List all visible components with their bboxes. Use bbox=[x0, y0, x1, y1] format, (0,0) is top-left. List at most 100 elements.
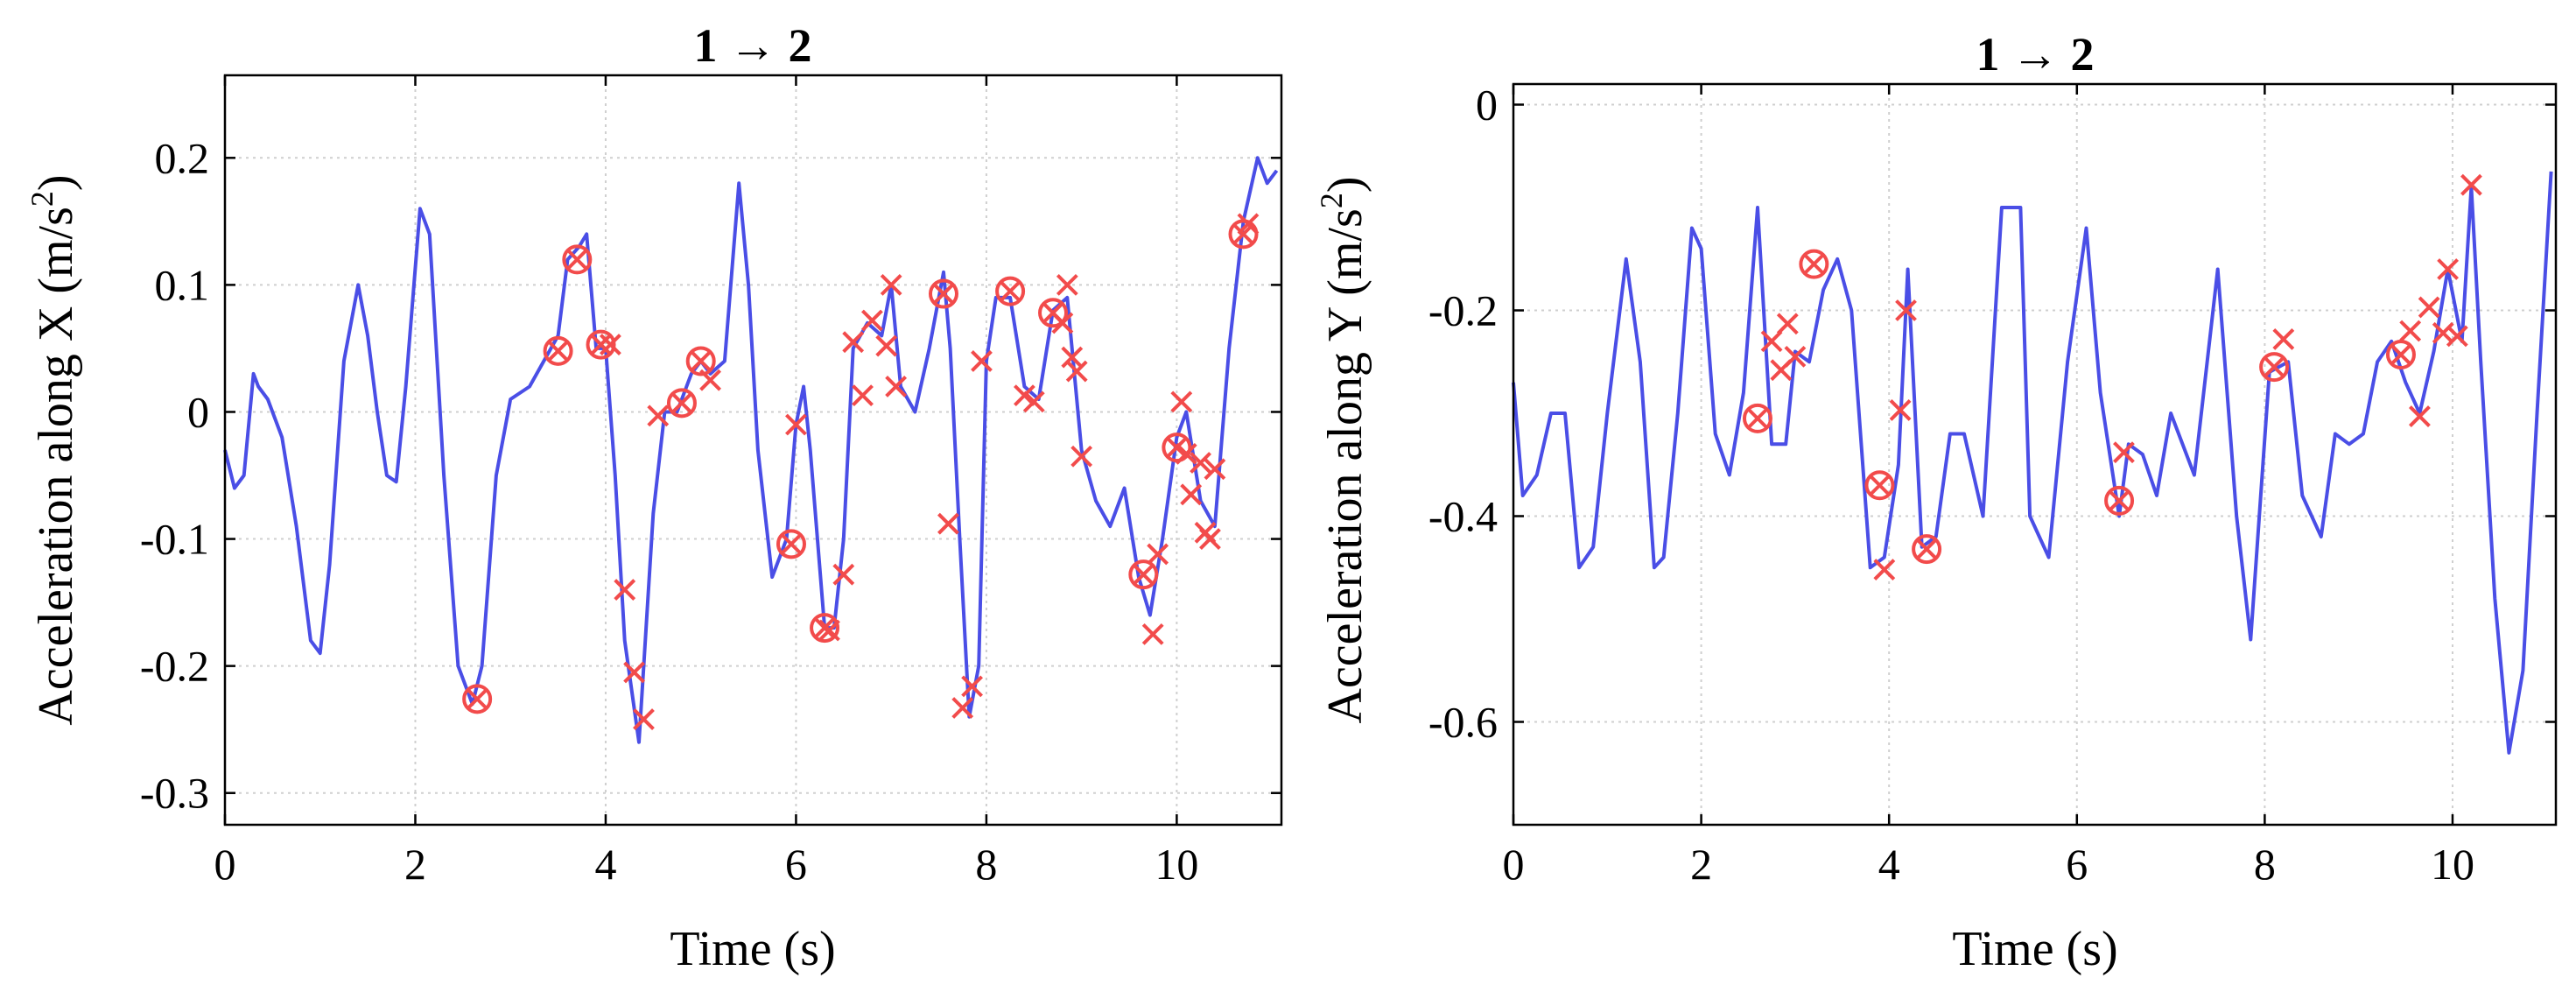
cross-marker bbox=[1760, 330, 1783, 353]
cross-marker-stroke bbox=[1237, 213, 1260, 236]
cross-marker bbox=[690, 350, 712, 372]
cross-marker-stroke bbox=[861, 309, 883, 332]
cross-marker-stroke bbox=[2446, 325, 2468, 348]
cross-marker-stroke bbox=[1873, 559, 1896, 581]
cross-marker-stroke bbox=[780, 532, 803, 555]
cross-marker-stroke bbox=[2418, 296, 2440, 319]
cross-marker-stroke bbox=[1013, 384, 1035, 407]
cross-marker bbox=[1889, 399, 1912, 421]
cross-marker bbox=[1873, 559, 1896, 581]
cross-marker-stroke bbox=[951, 697, 974, 719]
cross-marker bbox=[852, 384, 874, 407]
circle-marker bbox=[2104, 485, 2135, 516]
x-tick-label: 6 bbox=[2066, 840, 2088, 889]
circle-marker bbox=[1742, 403, 1772, 433]
cross-marker-stroke bbox=[999, 280, 1021, 303]
circle-marker bbox=[666, 388, 697, 419]
cross-marker bbox=[1746, 407, 1769, 430]
cross-marker bbox=[951, 697, 974, 719]
x-axis-label: Time (s) bbox=[1952, 922, 2117, 976]
circle-marker bbox=[1162, 433, 1192, 463]
cross-marker bbox=[547, 340, 569, 362]
cross-marker-stroke bbox=[1180, 483, 1203, 506]
cross-marker bbox=[670, 391, 693, 414]
cross-marker-stroke bbox=[670, 391, 693, 414]
cross-marker bbox=[1802, 253, 1825, 276]
x-tick-label: 4 bbox=[1878, 840, 1900, 889]
cross-marker bbox=[1013, 384, 1035, 407]
y-tick-label: -0.1 bbox=[140, 515, 209, 564]
cross-marker-stroke bbox=[1190, 452, 1211, 474]
circle-marker bbox=[1864, 470, 1895, 501]
cross-marker bbox=[937, 512, 959, 535]
circle-marker bbox=[1912, 534, 1942, 565]
cross-marker-stroke bbox=[2390, 343, 2412, 366]
y-axis-label-sup: 2 bbox=[1314, 193, 1349, 208]
x-tick-label: 4 bbox=[594, 840, 616, 889]
cross-marker-stroke bbox=[1170, 390, 1193, 413]
cross-marker bbox=[647, 405, 670, 427]
cross-marker-stroke bbox=[599, 334, 621, 355]
cross-marker-stroke bbox=[1056, 273, 1078, 296]
x-tick-label: 2 bbox=[404, 840, 426, 889]
cross-marker bbox=[1895, 299, 1917, 321]
cross-marker-stroke bbox=[614, 579, 636, 601]
cross-marker-stroke bbox=[880, 273, 902, 296]
cross-marker bbox=[590, 334, 612, 355]
cross-marker bbox=[780, 532, 803, 555]
cross-marker-stroke bbox=[1065, 360, 1088, 383]
circle-marker bbox=[2259, 352, 2290, 383]
cross-marker bbox=[971, 350, 993, 372]
x-tick-label: 6 bbox=[785, 840, 807, 889]
cross-marker bbox=[1141, 623, 1164, 645]
circle-marker bbox=[995, 276, 1026, 306]
chart-acceleration-x: 1 → 2 0 2 4 6 8 10 -0.3 -0.2 -0.1 0 0.1 0.2 Time (… bbox=[25, 19, 1283, 976]
y-tick-label: -0.6 bbox=[1428, 698, 1498, 747]
cross-marker bbox=[1204, 458, 1226, 481]
cross-marker bbox=[2446, 325, 2468, 348]
cross-marker-stroke bbox=[1141, 623, 1164, 645]
cross-marker bbox=[599, 334, 621, 355]
y-axis-label-end: ) bbox=[1318, 177, 1372, 193]
cross-marker bbox=[1065, 360, 1088, 383]
cross-marker bbox=[1170, 390, 1193, 413]
y-axis-label: Acceleration along Y (m/s2) bbox=[1314, 177, 1372, 724]
circle-marker bbox=[586, 329, 616, 360]
cross-marker-stroke bbox=[1147, 543, 1169, 566]
cross-marker-stroke bbox=[1199, 528, 1221, 550]
cross-marker bbox=[999, 280, 1021, 303]
y-tick-label: 0 bbox=[1476, 81, 1498, 130]
cross-marker-stroke bbox=[1204, 458, 1226, 481]
cross-marker bbox=[2409, 405, 2431, 427]
cross-marker bbox=[932, 283, 955, 305]
cross-marker bbox=[1132, 563, 1155, 586]
y-tick-label: 0 bbox=[187, 387, 209, 436]
cross-marker-stroke bbox=[842, 331, 865, 354]
cross-marker bbox=[1175, 442, 1197, 465]
cross-marker-stroke bbox=[699, 369, 721, 391]
chart-title: 1 → 2 bbox=[694, 19, 812, 72]
cross-marker-stroke bbox=[565, 248, 588, 271]
cross-marker-stroke bbox=[1061, 346, 1084, 369]
circle-marker bbox=[928, 278, 958, 309]
cross-marker bbox=[1869, 474, 1891, 496]
cross-marker-stroke bbox=[2437, 258, 2460, 280]
cross-marker bbox=[1051, 312, 1074, 334]
cross-marker bbox=[565, 248, 588, 271]
circle-marker bbox=[1128, 559, 1159, 590]
cross-marker-stroke bbox=[1895, 299, 1917, 321]
cross-marker-stroke bbox=[818, 619, 840, 642]
circle-marker bbox=[543, 335, 573, 366]
cross-marker-stroke bbox=[2113, 441, 2135, 464]
cross-marker-stroke bbox=[2409, 405, 2431, 427]
cross-marker bbox=[1022, 390, 1045, 413]
y-tick-label: -0.2 bbox=[140, 642, 209, 691]
cross-marker bbox=[699, 369, 721, 391]
cross-marker bbox=[880, 273, 902, 296]
cross-marker bbox=[614, 579, 636, 601]
cross-marker-stroke bbox=[1175, 442, 1197, 465]
circle-marker bbox=[1799, 249, 1829, 279]
cross-marker-stroke bbox=[1915, 538, 1938, 560]
cross-marker-stroke bbox=[875, 334, 898, 357]
cross-marker bbox=[2263, 355, 2285, 378]
